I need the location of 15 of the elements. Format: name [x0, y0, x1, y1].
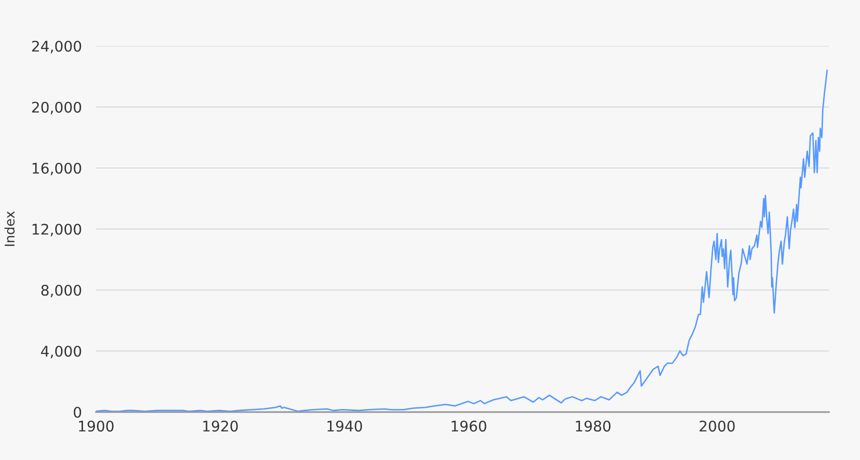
x-tick-label: 1980	[576, 420, 610, 432]
y-tick-label: 0	[74, 406, 82, 418]
y-tick-label: 24,000	[32, 40, 82, 54]
y-tick-label: 20,000	[32, 102, 82, 114]
y-tick-label: 4,000	[41, 346, 82, 358]
x-tick-label: 2000	[700, 420, 735, 432]
line-series	[96, 70, 828, 412]
y-tick-label: 8,000	[41, 284, 82, 298]
x-tick-label: 1960	[452, 420, 486, 432]
y-tick-label: 12,000	[32, 224, 82, 236]
x-tick-label: 1900	[79, 420, 114, 432]
y-axis-title: Index	[4, 211, 15, 246]
x-tick-label: 1940	[327, 420, 362, 432]
y-tick-label: 16,000	[32, 162, 82, 176]
x-tick-label: 1920	[203, 420, 238, 432]
